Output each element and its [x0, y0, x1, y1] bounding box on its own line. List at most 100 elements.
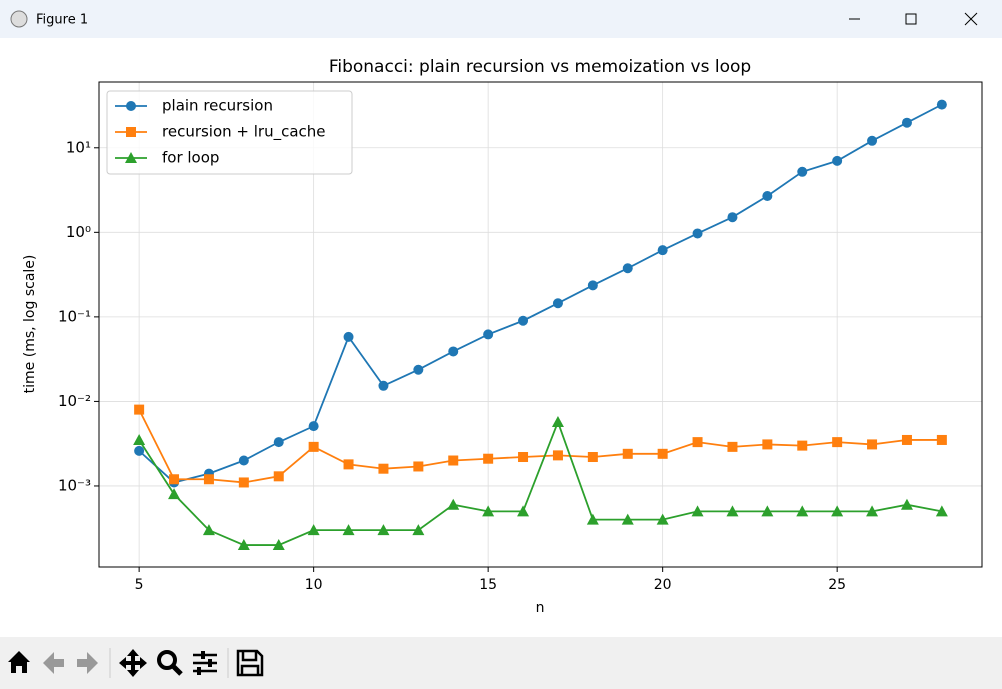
marker	[448, 346, 459, 357]
marker	[238, 455, 249, 466]
plot	[99, 82, 982, 567]
marker	[622, 263, 633, 274]
marker	[622, 448, 633, 459]
back-button[interactable]	[43, 652, 64, 674]
marker	[308, 441, 319, 452]
chart-title: Fibonacci: plain recursion vs memoizatio…	[329, 57, 751, 77]
marker	[936, 434, 947, 445]
series-line	[138, 409, 942, 484]
marker	[448, 455, 459, 466]
legend-label: recursion + lru_cache	[162, 123, 326, 142]
maximize-button[interactable]	[905, 13, 917, 25]
marker	[517, 505, 530, 517]
marker	[727, 212, 738, 223]
marker	[308, 421, 319, 432]
marker	[134, 445, 145, 456]
legend-label: plain recursion	[162, 97, 273, 115]
marker	[483, 453, 494, 464]
forward-button[interactable]	[77, 652, 98, 674]
marker	[202, 524, 215, 536]
marker	[867, 135, 878, 146]
marker	[134, 404, 145, 415]
x-tick-label: 20	[654, 577, 672, 593]
marker	[237, 539, 250, 551]
marker	[936, 99, 947, 110]
legend-box	[106, 90, 353, 175]
marker	[203, 474, 214, 485]
marker	[447, 498, 460, 510]
x-tick-label: 5	[135, 577, 144, 593]
y-tick-label: 10⁻²	[58, 392, 91, 410]
marker	[831, 505, 844, 517]
pan-button[interactable]	[119, 649, 147, 677]
save-button[interactable]	[236, 649, 264, 677]
y-tick-label: 10⁻¹	[58, 307, 91, 325]
marker	[866, 505, 879, 517]
legend-marker	[125, 152, 137, 163]
marker	[272, 539, 285, 551]
series-line	[138, 103, 943, 484]
marker	[412, 524, 425, 536]
marker	[796, 505, 809, 517]
close-button[interactable]	[964, 12, 978, 26]
marker	[762, 439, 773, 450]
marker	[273, 471, 284, 482]
marker	[168, 488, 181, 500]
series-line	[138, 419, 943, 546]
zoom-button[interactable]	[157, 650, 177, 670]
x-tick-label: 10	[305, 577, 323, 593]
marker	[726, 505, 739, 517]
legend-marker	[126, 127, 136, 137]
marker	[342, 524, 355, 536]
marker	[518, 315, 529, 326]
marker	[797, 166, 808, 177]
marker	[238, 477, 249, 488]
legend-marker	[126, 101, 136, 111]
marker	[761, 505, 774, 517]
marker	[377, 524, 390, 536]
y-tick-label: 10¹	[66, 138, 91, 156]
marker	[797, 440, 808, 451]
marker	[552, 450, 563, 461]
axes-frame	[98, 81, 983, 568]
marker	[169, 474, 180, 485]
marker	[307, 524, 320, 536]
x-tick-label: 15	[479, 577, 497, 593]
marker	[935, 505, 948, 517]
title-bar	[0, 0, 1002, 38]
marker	[657, 245, 668, 256]
marker	[832, 155, 843, 166]
marker	[378, 463, 389, 474]
marker	[273, 437, 284, 448]
home-button[interactable]	[8, 651, 30, 673]
marker	[762, 190, 773, 201]
marker	[692, 228, 703, 239]
marker	[586, 513, 599, 525]
marker	[343, 459, 354, 470]
marker	[727, 441, 738, 452]
y-tick-label: 10⁻³	[58, 476, 91, 494]
marker	[133, 433, 146, 445]
marker	[587, 452, 598, 463]
marker	[832, 437, 843, 448]
marker	[413, 461, 424, 472]
marker	[901, 434, 912, 445]
marker	[483, 329, 494, 340]
marker	[343, 331, 354, 342]
marker	[552, 298, 563, 309]
legend-label: for loop	[162, 149, 219, 167]
marker	[551, 416, 564, 428]
marker	[518, 452, 529, 463]
y-tick-label: 10⁰	[66, 223, 91, 241]
marker	[657, 448, 668, 459]
window-title: Figure 1	[36, 13, 88, 28]
marker	[901, 117, 912, 128]
x-axis-label: n	[536, 600, 545, 616]
marker	[413, 364, 424, 375]
marker	[482, 505, 495, 517]
marker	[900, 498, 913, 510]
y-axis-label: time (ms, log scale)	[22, 255, 38, 394]
marker	[587, 280, 598, 291]
marker	[378, 380, 389, 391]
